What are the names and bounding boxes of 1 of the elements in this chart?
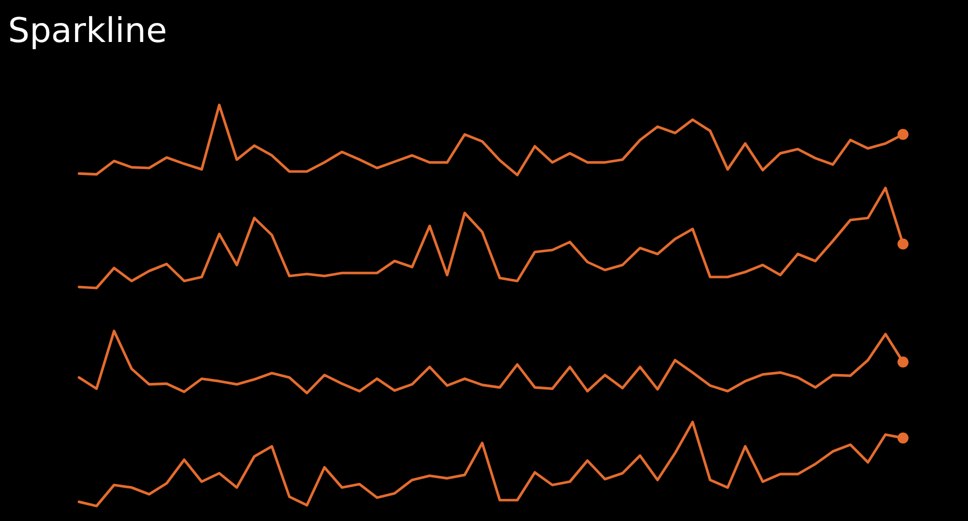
chart-title: Sparkline [8, 11, 168, 51]
